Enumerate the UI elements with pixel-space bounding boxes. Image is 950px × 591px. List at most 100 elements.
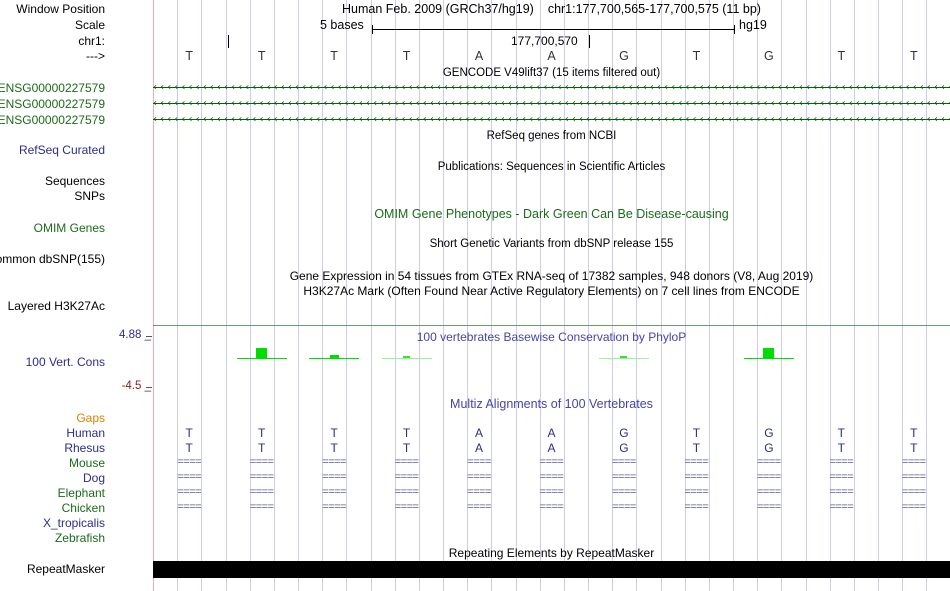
refseq-curated-label[interactable]: RefSeq Curated: [18, 143, 105, 157]
conservation-bar[interactable]: [620, 355, 628, 358]
gaps-row[interactable]: Gaps: [0, 411, 950, 425]
alignment-gap-mark: ====: [177, 471, 202, 483]
alignment-base: T: [330, 441, 338, 455]
alignment-base: G: [764, 426, 774, 440]
species-row-mouse[interactable]: Mouse ==== ==== ==== ==== ==== ==== ==== ==== ==…: [0, 456, 950, 471]
conservation-min-value: -4.5 _: [121, 380, 151, 392]
common-dbsnp-label[interactable]: Common dbSNP(155): [0, 252, 105, 266]
alignment-gap-mark: ====: [394, 486, 419, 498]
conservation-whisker: [236, 358, 287, 359]
alignment-gap-mark: ====: [322, 486, 346, 498]
species-label[interactable]: Rhesus: [64, 441, 105, 455]
species-row-chicken[interactable]: Chicken ==== ==== ==== ==== ==== ==== ==== ====…: [0, 501, 950, 516]
omim-track-row[interactable]: OMIM Genes: [0, 221, 950, 235]
gene-label[interactable]: ENSG00000227579: [0, 113, 105, 127]
alignment-gap-mark: ====: [684, 501, 709, 513]
sequences-track-row[interactable]: Sequences: [0, 174, 950, 188]
alignment-base: A: [547, 441, 556, 455]
alignment-gap-mark: ====: [901, 471, 926, 483]
assembly-title: Human Feb. 2009 (GRCh37/hg19): [342, 2, 534, 16]
alignment-gap-mark: ====: [757, 471, 781, 483]
alignment-gap-mark: ====: [249, 486, 274, 498]
alignment-base: T: [692, 426, 701, 440]
alignment-gap-mark: ====: [539, 456, 564, 468]
species-row-human[interactable]: Human T T T T A A G T G T T: [0, 426, 950, 441]
gaps-label[interactable]: Gaps: [76, 411, 105, 425]
conservation-bar[interactable]: [763, 347, 775, 358]
gene-line: [153, 119, 950, 120]
dbsnp-track-row[interactable]: Common dbSNP(155): [0, 252, 950, 266]
sequence-base: T: [837, 49, 846, 63]
species-row-rhesus[interactable]: Rhesus T T T T A A G T G T T: [0, 441, 950, 456]
conservation-bar[interactable]: [403, 355, 411, 358]
snps-label[interactable]: SNPs: [74, 189, 105, 203]
layered-h3k27ac-label[interactable]: Layered H3K27Ac: [7, 299, 105, 313]
species-label[interactable]: X_tropicalis: [42, 516, 105, 530]
alignment-base: T: [910, 426, 918, 440]
gene-label[interactable]: ENSG00000227579: [0, 81, 105, 95]
scale-bar: [372, 25, 735, 34]
gene-line: [153, 87, 950, 88]
gencode-gene-row-0[interactable]: ENSG00000227579 ‹‹‹‹‹‹‹‹‹‹‹‹‹‹‹‹‹‹‹‹‹‹‹‹…: [0, 81, 950, 97]
publications-title: Publications: Sequences in Scientific Ar…: [437, 161, 666, 173]
base-sequence-row[interactable]: ---> T T T T A A G T G T T: [0, 49, 950, 65]
alignment-gap-mark: ====: [612, 456, 636, 468]
species-label[interactable]: Zebrafish: [54, 531, 105, 545]
conservation-bar[interactable]: [256, 348, 268, 358]
conservation-max-value: 4.88 _: [119, 329, 151, 341]
alignment-gap-mark: ====: [177, 456, 202, 468]
species-row-dog[interactable]: Dog ==== ==== ==== ==== ==== ==== ==== ==== ====…: [0, 471, 950, 486]
alignment-gap-mark: ====: [901, 501, 926, 513]
conservation-top-line: [153, 325, 950, 326]
alignment-base: A: [475, 441, 484, 455]
conservation-bar[interactable]: [329, 354, 339, 358]
gene-label[interactable]: ENSG00000227579: [0, 97, 105, 111]
alignment-gap-mark: ====: [249, 456, 274, 468]
alignment-gap-mark: ====: [177, 486, 202, 498]
gencode-gene-row-1[interactable]: ENSG00000227579 ‹‹‹‹‹‹‹‹‹‹‹‹‹‹‹‹‹‹‹‹‹‹‹‹…: [0, 97, 950, 113]
alignment-gap-mark: ====: [467, 456, 491, 468]
species-row-x-tropicalis[interactable]: X_tropicalis: [0, 516, 950, 531]
refseq-title: RefSeq genes from NCBI: [486, 130, 617, 142]
alignment-gap-mark: ====: [539, 501, 564, 513]
species-label[interactable]: Human: [66, 426, 105, 440]
alignment-gap-mark: ====: [322, 456, 346, 468]
gene-line: [153, 103, 950, 104]
species-label[interactable]: Elephant: [57, 486, 105, 500]
refseq-track-row[interactable]: RefSeq Curated: [0, 143, 950, 157]
gtex-title: Gene Expression in 54 tissues from GTEx …: [289, 269, 814, 283]
conservation-whisker: [743, 358, 794, 359]
h3k27ac-track-row[interactable]: Layered H3K27Ac: [0, 299, 950, 313]
omim-genes-label[interactable]: OMIM Genes: [33, 221, 105, 235]
sequence-base: A: [547, 49, 556, 63]
scale-label: Scale: [74, 18, 105, 32]
alignment-gap-mark: ====: [249, 471, 274, 483]
conservation-plot[interactable]: [153, 325, 950, 388]
species-row-elephant[interactable]: Elephant ==== ==== ==== ==== ==== ==== ==== ===…: [0, 486, 950, 501]
multiz-title-row: Multiz Alignments of 100 Vertebrates: [0, 397, 950, 411]
gtex-title-row: Gene Expression in 54 tissues from GTEx …: [0, 269, 950, 284]
snps-track-row[interactable]: SNPs: [0, 189, 950, 203]
species-label[interactable]: Chicken: [61, 501, 105, 515]
species-row-zebrafish[interactable]: Zebrafish: [0, 531, 950, 546]
alignment-base: T: [402, 441, 411, 455]
chromosome-ruler-row[interactable]: chr1: 177,700,570: [0, 34, 950, 50]
sequences-label[interactable]: Sequences: [44, 174, 105, 188]
gencode-gene-row-2[interactable]: ENSG00000227579 ‹‹‹‹‹‹‹‹‹‹‹‹‹‹‹‹‹‹‹‹‹‹‹‹…: [0, 113, 950, 129]
alignment-gap-mark: ====: [829, 486, 854, 498]
species-label[interactable]: Dog: [82, 471, 105, 485]
alignment-base: T: [258, 426, 266, 440]
conservation-whisker: [381, 358, 432, 359]
alignment-gap-mark: ====: [539, 486, 564, 498]
repeatmasker-track-row[interactable]: RepeatMasker: [0, 561, 950, 578]
repeatmasker-bar[interactable]: [153, 561, 950, 578]
alignment-gap-mark: ====: [612, 501, 636, 513]
alignment-base: T: [692, 441, 701, 455]
repeatmasker-label[interactable]: RepeatMasker: [26, 562, 105, 576]
conservation-label-row[interactable]: 100 Vert. Cons: [0, 355, 950, 369]
alignment-gap-mark: ====: [684, 456, 709, 468]
conservation-label[interactable]: 100 Vert. Cons: [25, 355, 105, 369]
species-label[interactable]: Mouse: [68, 456, 105, 470]
alignment-gap-mark: ====: [684, 471, 709, 483]
